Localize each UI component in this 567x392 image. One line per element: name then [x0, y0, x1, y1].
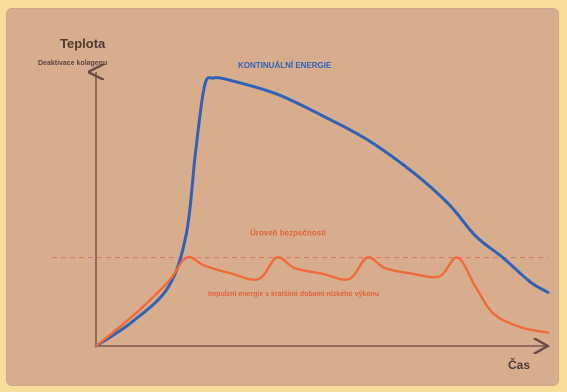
series-label-impulzni-energie: Impulzní energie s kratšími dobami nízké…: [208, 291, 379, 298]
threshold-label: Úroveň bezpečnosti: [250, 229, 326, 238]
x-axis-label: Čas: [508, 357, 530, 372]
chart-title: Teplota: [60, 36, 106, 51]
chart-subtitle: Deaktivace kolagenu: [38, 60, 107, 67]
series-line-kontinualni-energie: [94, 76, 550, 348]
series-label-kontinualni-energie: KONTINUÁLNÍ ENERGIE: [238, 61, 332, 70]
series-line-impulzni-energie: [94, 255, 550, 348]
